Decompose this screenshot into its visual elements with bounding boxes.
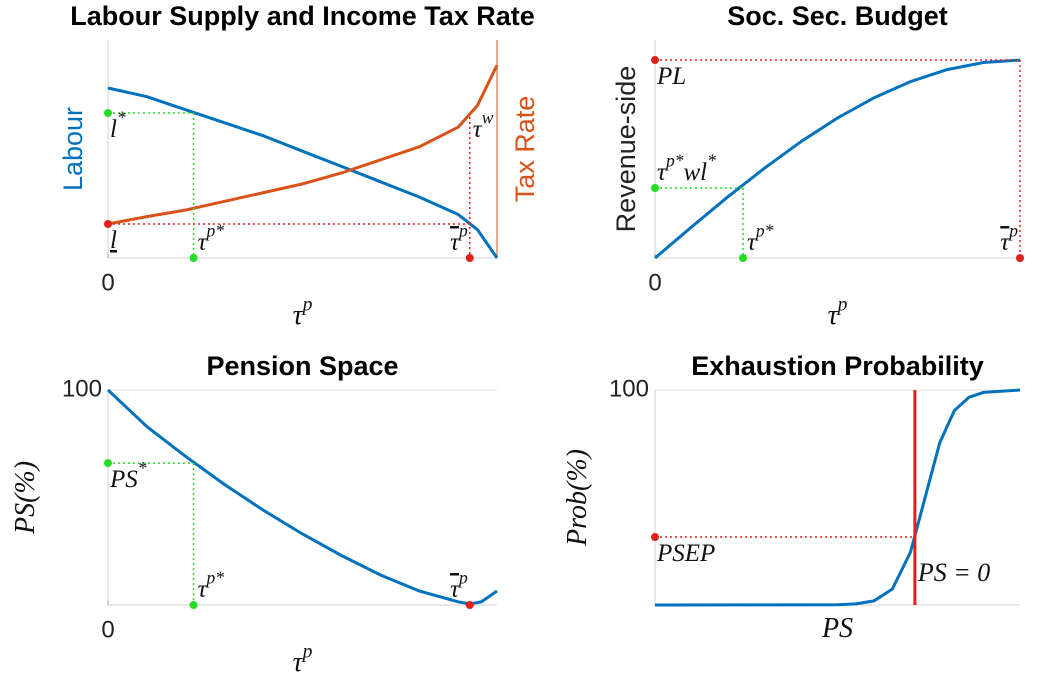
- math-text: PS: [109, 466, 138, 493]
- guide-dot: [651, 533, 659, 542]
- x-tick-label: 0: [648, 269, 661, 296]
- line-series: [107, 86, 499, 259]
- guide-y-label: PSEP: [656, 540, 715, 567]
- math-sup: p*: [754, 221, 774, 241]
- math-text: Prob(%): [562, 449, 593, 547]
- legend-label: Labour: [58, 107, 88, 191]
- math-sup: p*: [664, 151, 684, 171]
- math-text: wl: [683, 159, 707, 186]
- guide-y-label: l: [110, 227, 117, 254]
- y-axis-label: Prob(%): [562, 449, 593, 547]
- math-sup: p: [1007, 221, 1018, 241]
- math-sup: p: [836, 294, 848, 315]
- math-text: τ: [747, 229, 757, 256]
- guide-x-label: τp: [450, 568, 468, 603]
- guide-x-label: τp*: [747, 221, 774, 256]
- guide-dot: [651, 56, 659, 65]
- y-axis-label: Revenue-side: [611, 66, 641, 233]
- x-tick-label: 0: [101, 269, 114, 296]
- math-text: τ: [293, 647, 304, 678]
- guide-y-label: PL: [656, 63, 686, 90]
- guide-dot: [465, 254, 474, 262]
- math-sup: p: [301, 641, 313, 662]
- threshold-label: PS = 0: [917, 558, 990, 587]
- line-series: [107, 64, 499, 226]
- math-text: τ: [657, 159, 667, 186]
- guide-dot: [465, 601, 474, 609]
- guide-dot: [189, 254, 198, 262]
- guide-y-label: τp*wl*: [657, 151, 716, 186]
- math-text: l: [110, 116, 117, 143]
- chart-title: Exhaustion Probability: [691, 351, 984, 381]
- guide-x-label: τp*: [198, 221, 225, 256]
- math-text: τ: [450, 229, 460, 256]
- math-sup: *: [138, 458, 147, 478]
- y-tick-label: 100: [609, 375, 649, 402]
- math-text: PSEP: [656, 540, 715, 567]
- line-series: [654, 58, 1021, 260]
- guide-dot: [1016, 254, 1024, 262]
- math-sup: *: [707, 151, 716, 171]
- math-text: l: [110, 227, 117, 254]
- math-text: PS(%): [10, 461, 41, 535]
- guide-dot: [189, 601, 198, 609]
- guide-y-label: PS*: [109, 458, 147, 493]
- y-tick-label: 100: [62, 375, 102, 402]
- math-sup: *: [117, 108, 126, 128]
- math-text: τ: [1000, 229, 1010, 256]
- math-sup: p*: [205, 221, 225, 241]
- guide-x-label: τp*: [198, 568, 225, 603]
- legend-label: Tax Rate: [510, 96, 540, 203]
- chart-title: Soc. Sec. Budget: [727, 1, 948, 31]
- x-axis-label: τp: [293, 294, 313, 332]
- math-text: PS: [821, 613, 853, 644]
- guide-dot: [104, 219, 112, 228]
- guide-x-label: τp: [450, 221, 468, 256]
- guide-dot: [738, 254, 747, 262]
- x-axis-label: PS: [821, 613, 853, 644]
- x-axis-label: τp: [828, 294, 848, 332]
- chart-title: Pension Space: [206, 351, 398, 381]
- math-text: τ: [198, 576, 208, 603]
- math-text: PS = 0: [917, 558, 990, 587]
- math-sup: p: [457, 568, 468, 588]
- chart-title: Labour Supply and Income Tax Rate: [70, 1, 535, 31]
- math-text: τ: [473, 116, 483, 143]
- guide-dot: [104, 109, 112, 118]
- line-series: [654, 388, 1021, 607]
- guide-x-label: τp: [1000, 221, 1018, 256]
- x-axis-label: τp: [293, 641, 313, 679]
- math-sup: w: [482, 108, 494, 128]
- math-text: τ: [450, 576, 460, 603]
- y-axis-label: PS(%): [10, 461, 41, 535]
- x-tick-label: 0: [101, 616, 114, 643]
- math-sup: p: [457, 221, 468, 241]
- guide-y-label: l*: [110, 108, 126, 143]
- math-sup: p*: [205, 568, 225, 588]
- math-text: PL: [656, 63, 686, 90]
- guide-dot: [651, 184, 659, 193]
- math-text: τ: [198, 229, 208, 256]
- line-series: [106, 388, 498, 606]
- math-text: τ: [828, 300, 839, 331]
- guide-dot: [104, 459, 112, 468]
- guide-top-label: τw: [473, 108, 494, 143]
- math-text: τ: [293, 300, 304, 331]
- math-sup: p: [301, 294, 313, 315]
